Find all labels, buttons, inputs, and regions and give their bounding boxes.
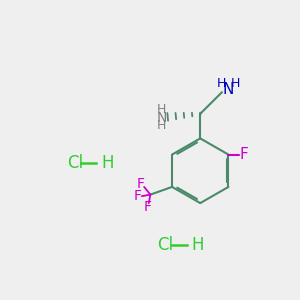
Text: H: H [157, 119, 166, 132]
Text: H: H [217, 77, 226, 90]
Text: N: N [156, 111, 167, 124]
Text: F: F [137, 177, 145, 191]
Text: Cl: Cl [67, 154, 83, 172]
Text: Cl: Cl [158, 236, 174, 254]
Text: H: H [230, 77, 240, 90]
Text: H: H [101, 154, 114, 172]
Text: N: N [223, 82, 234, 97]
Text: H: H [192, 236, 204, 254]
Text: F: F [240, 147, 248, 162]
Text: F: F [134, 189, 142, 203]
Text: H: H [157, 103, 166, 116]
Text: F: F [143, 200, 151, 214]
